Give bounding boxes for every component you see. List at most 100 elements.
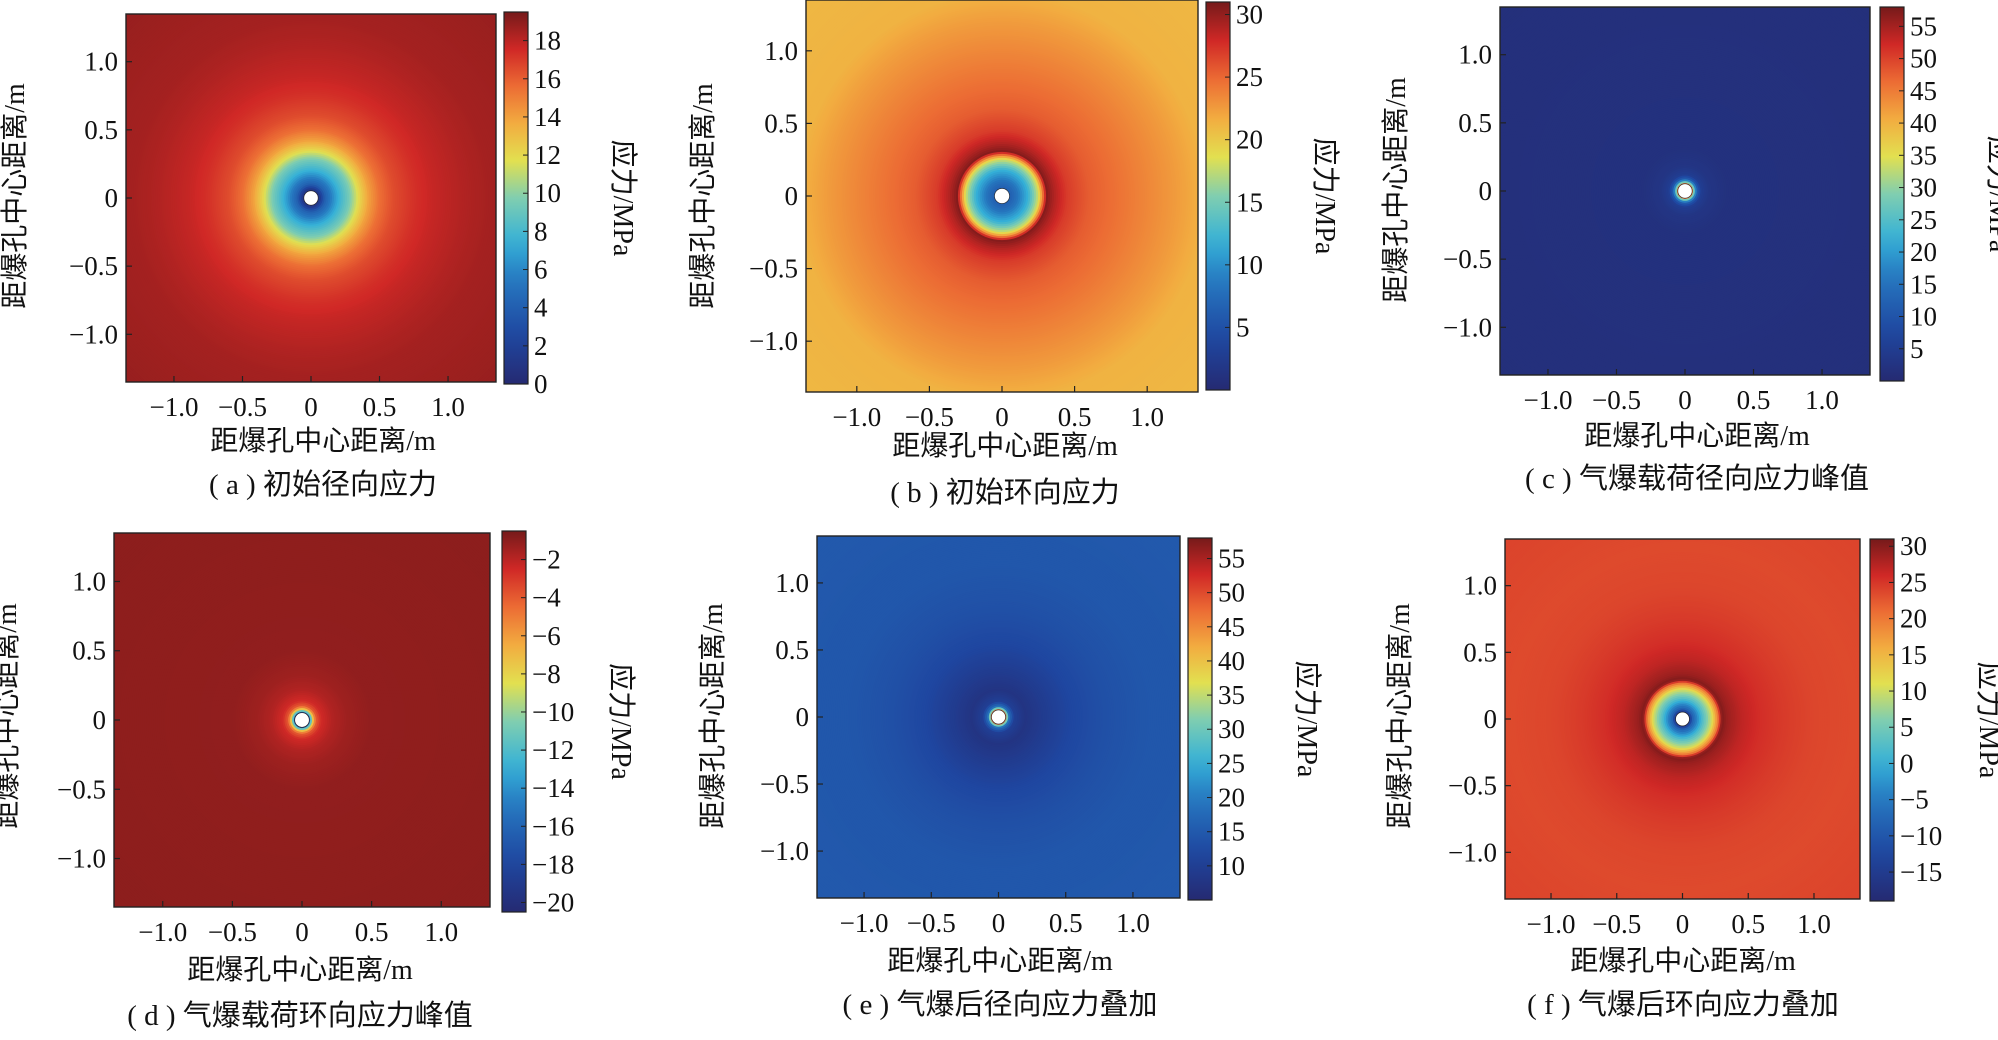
y-axis-label: 距爆孔中心距离/m <box>0 83 31 309</box>
x-tick-label: −1.0 <box>149 392 198 422</box>
panel-c: −1.0 −0.5 0 0.5 1.0 1.0 0.5 0 −0.5 −1.0 距爆孔中心距离/m 距… <box>1380 6 1998 495</box>
colorbar-tick-label: 6 <box>534 255 548 285</box>
x-tick-label: −0.5 <box>218 392 267 422</box>
x-axis-label: 距爆孔中心距离/m <box>892 430 1118 462</box>
colorbar-tick-label: 18 <box>534 26 561 56</box>
heatmap-f <box>1505 539 1860 899</box>
x-tick-label: 0 <box>304 392 318 422</box>
y-tick-label: 0.5 <box>1463 637 1497 667</box>
y-axis-label: 距爆孔中心距离/m <box>0 603 23 829</box>
heatmap-a <box>126 14 496 382</box>
x-tick-label: 1.0 <box>1797 909 1831 939</box>
y-tick-label: 0 <box>1479 176 1493 206</box>
heatmap-b <box>806 0 1198 392</box>
y-tick-label: 0 <box>1484 704 1498 734</box>
y-tick-label: −0.5 <box>1443 244 1492 274</box>
colorbar-tick-label: 14 <box>534 102 562 132</box>
colorbar-label: 应力/MPa <box>1973 662 1998 779</box>
y-tick-label: −1.0 <box>749 326 798 356</box>
colorbar-f: 30 25 20 15 10 5 0 −5 −10 −15 应力/MPa <box>1869 531 1998 902</box>
colorbar-tick-label: −5 <box>1900 785 1929 815</box>
x-tick-label: 0.5 <box>1058 402 1092 432</box>
y-tick-label: −1.0 <box>1448 837 1497 867</box>
colorbar-tick-label: 55 <box>1218 543 1245 573</box>
y-tick-label: 1.0 <box>764 36 798 66</box>
borehole-marker <box>1677 183 1693 199</box>
colorbar-label: 应力/MPa <box>1309 138 1341 255</box>
colorbar-tick-label: 20 <box>1218 783 1245 813</box>
colorbar-tick-label: 0 <box>534 369 548 399</box>
colorbar-tick-label: 40 <box>1218 646 1245 676</box>
y-tick-label: 0 <box>105 183 119 213</box>
colorbar-tick-label: 15 <box>1236 187 1263 217</box>
colorbar-tick-label: 30 <box>1900 531 1927 561</box>
x-tick-label: −1.0 <box>1527 909 1576 939</box>
colorbar-tick-label: 5 <box>1900 712 1914 742</box>
y-tick-label: 0.5 <box>84 115 118 145</box>
colorbar-tick-label: 10 <box>1910 302 1937 332</box>
borehole-marker <box>991 709 1006 725</box>
x-tick-label: −0.5 <box>1592 385 1641 415</box>
y-tick-label: 0.5 <box>775 635 809 665</box>
x-tick-label: 0 <box>1678 385 1692 415</box>
x-tick-label: 0.5 <box>1731 909 1765 939</box>
colorbar-tick-label: −4 <box>532 583 561 613</box>
colorbar-tick-label: 20 <box>1236 125 1263 155</box>
colorbar-tick-label: 20 <box>1900 604 1927 634</box>
y-axis-label: 距爆孔中心距离/m <box>697 603 729 829</box>
colorbar-tick-label: −20 <box>532 887 574 917</box>
colorbar-label: 应力/MPa <box>607 140 639 257</box>
colorbar-tick-label: 15 <box>1900 640 1927 670</box>
colorbar-e: 10 15 20 25 30 35 40 45 50 55 应力/MPa <box>1187 537 1323 901</box>
colorbar-tick-label: 8 <box>534 216 548 246</box>
x-tick-label: −0.5 <box>905 402 954 432</box>
x-tick-label: 1.0 <box>1805 385 1839 415</box>
colorbar-tick-label: 30 <box>1218 714 1245 744</box>
colorbar-gradient <box>1187 537 1213 901</box>
y-tick-label: −1.0 <box>760 836 809 866</box>
panel-caption: ( b ) 初始环向应力 <box>890 476 1120 509</box>
colorbar-label: 应力/MPa <box>605 663 637 780</box>
y-tick-label: 0.5 <box>1458 108 1492 138</box>
x-tick-label: −1.0 <box>1523 385 1572 415</box>
borehole-marker <box>1675 711 1690 727</box>
panel-caption: ( a ) 初始径向应力 <box>209 468 437 501</box>
colorbar-tick-label: −10 <box>1900 821 1942 851</box>
colorbar-tick-label: 45 <box>1218 612 1245 642</box>
colorbar-tick-label: 25 <box>1218 748 1245 778</box>
colorbar-tick-label: 50 <box>1910 44 1937 74</box>
colorbar-tick-label: −14 <box>532 773 575 803</box>
y-tick-label: 1.0 <box>84 47 118 77</box>
colorbar-tick-label: 15 <box>1218 817 1245 847</box>
colorbar-label: 应力/MPa <box>1983 136 1998 253</box>
y-tick-label: −0.5 <box>69 251 118 281</box>
y-axis-label: 距爆孔中心距离/m <box>1384 603 1416 829</box>
colorbar-tick-label: 25 <box>1236 62 1263 92</box>
colorbar-tick-label: 45 <box>1910 76 1937 106</box>
colorbar-tick-label: −16 <box>532 811 574 841</box>
colorbar-tick-label: 50 <box>1218 578 1245 608</box>
panel-f: −1.0 −0.5 0 0.5 1.0 1.0 0.5 0 −0.5 −1.0 距爆孔中心距离/m 距… <box>1384 531 1998 1021</box>
y-tick-label: 0.5 <box>72 636 106 666</box>
panel-caption: ( e ) 气爆后径向应力叠加 <box>843 988 1158 1021</box>
colorbar-tick-label: 35 <box>1910 140 1937 170</box>
y-tick-label: −0.5 <box>749 254 798 284</box>
y-tick-label: 1.0 <box>775 568 809 598</box>
x-axis-label: 距爆孔中心距离/m <box>1570 945 1796 977</box>
colorbar-tick-label: 25 <box>1910 205 1937 235</box>
y-tick-label: −1.0 <box>57 844 106 874</box>
colorbar-d: −2 −4 −6 −8 −10 −12 −14 −16 −18 −20 应力/MPa <box>501 530 637 917</box>
colorbar-tick-label: −2 <box>532 545 561 575</box>
y-tick-label: 0 <box>796 702 810 732</box>
x-tick-label: 0.5 <box>355 917 389 947</box>
colorbar-b: 5 10 15 20 25 30 应力/MPa <box>1205 0 1341 391</box>
colorbar-tick-label: 16 <box>534 64 561 94</box>
x-tick-label: 1.0 <box>1130 402 1164 432</box>
colorbar-tick-label: 20 <box>1910 237 1937 267</box>
x-tick-label: 0 <box>992 908 1006 938</box>
y-axis-label: 距爆孔中心距离/m <box>1380 77 1412 303</box>
heatmap-e <box>817 536 1180 898</box>
x-tick-label: −0.5 <box>1592 909 1641 939</box>
colorbar-tick-label: 15 <box>1910 269 1937 299</box>
